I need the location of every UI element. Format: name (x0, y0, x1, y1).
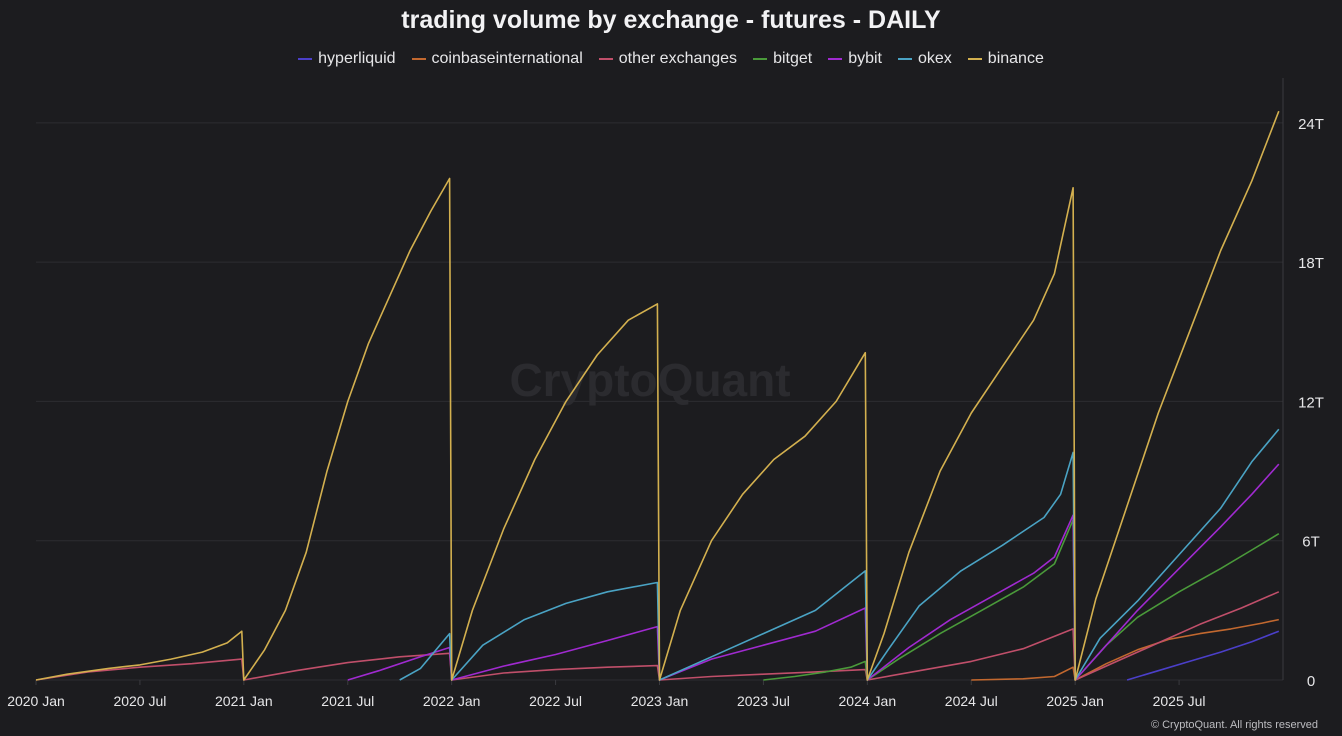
chart-title: trading volume by exchange - futures - D… (401, 6, 941, 34)
y-tick-label: 0 (1307, 673, 1315, 690)
legend-item-bitget[interactable]: bitget (753, 50, 812, 68)
legend-label: other exchanges (618, 50, 738, 67)
y-tick-label: 18T (1298, 255, 1324, 272)
y-tick-label: 6T (1302, 534, 1320, 551)
legend-item-hyperliquid[interactable]: hyperliquid (298, 50, 396, 68)
legend-swatch (898, 58, 912, 60)
x-tick-label: 2022 Jan (423, 693, 481, 709)
x-tick-label: 2024 Jan (839, 693, 897, 709)
legend-label: bybit (848, 50, 882, 67)
x-tick-label: 2020 Jan (7, 693, 65, 709)
legend-item-bybit[interactable]: bybit (828, 50, 882, 68)
series-line-hyperliquid (1126, 630, 1280, 681)
legend-item-binance[interactable]: binance (967, 50, 1044, 68)
legend-item-other-exchanges[interactable]: other exchanges (598, 50, 738, 68)
copyright-notice: © CryptoQuant. All rights reserved (1150, 719, 1318, 731)
y-tick-label: 12T (1298, 394, 1324, 411)
x-tick-label: 2024 Jul (945, 693, 998, 709)
x-tick-label: 2025 Jan (1046, 693, 1104, 709)
legend-label: coinbaseinternational (431, 50, 583, 67)
legend-item-okex[interactable]: okex (898, 50, 952, 68)
chart-legend: hyperliquid coinbaseinternational other ex… (0, 50, 1342, 68)
legend-label: bitget (773, 50, 813, 67)
x-tick-label: 2020 Jul (113, 693, 166, 709)
series-line-binance (35, 110, 1280, 681)
x-tick-label: 2023 Jan (631, 693, 689, 709)
legend-swatch (598, 58, 613, 60)
legend-label: okex (918, 50, 952, 67)
watermark-text: CryptoQuant (509, 354, 790, 406)
legend-swatch (298, 58, 313, 60)
x-tick-label: 2023 Jul (737, 693, 790, 709)
legend-item-coinbaseinternational[interactable]: coinbaseinternational (411, 50, 583, 68)
legend-swatch (411, 58, 426, 60)
series-line-bitget (763, 519, 1280, 681)
x-tick-label: 2021 Jul (321, 693, 374, 709)
x-tick-label: 2022 Jul (529, 693, 582, 709)
legend-swatch (753, 58, 768, 60)
x-tick-label: 2021 Jan (215, 693, 273, 709)
legend-swatch (828, 58, 843, 60)
series-line-coinbaseinternational (971, 618, 1279, 681)
x-tick-label: 2025 Jul (1153, 693, 1206, 709)
y-tick-label: 24T (1298, 116, 1324, 133)
legend-label: hyperliquid (318, 50, 396, 67)
legend-swatch (967, 58, 982, 60)
legend-label: binance (987, 50, 1044, 67)
